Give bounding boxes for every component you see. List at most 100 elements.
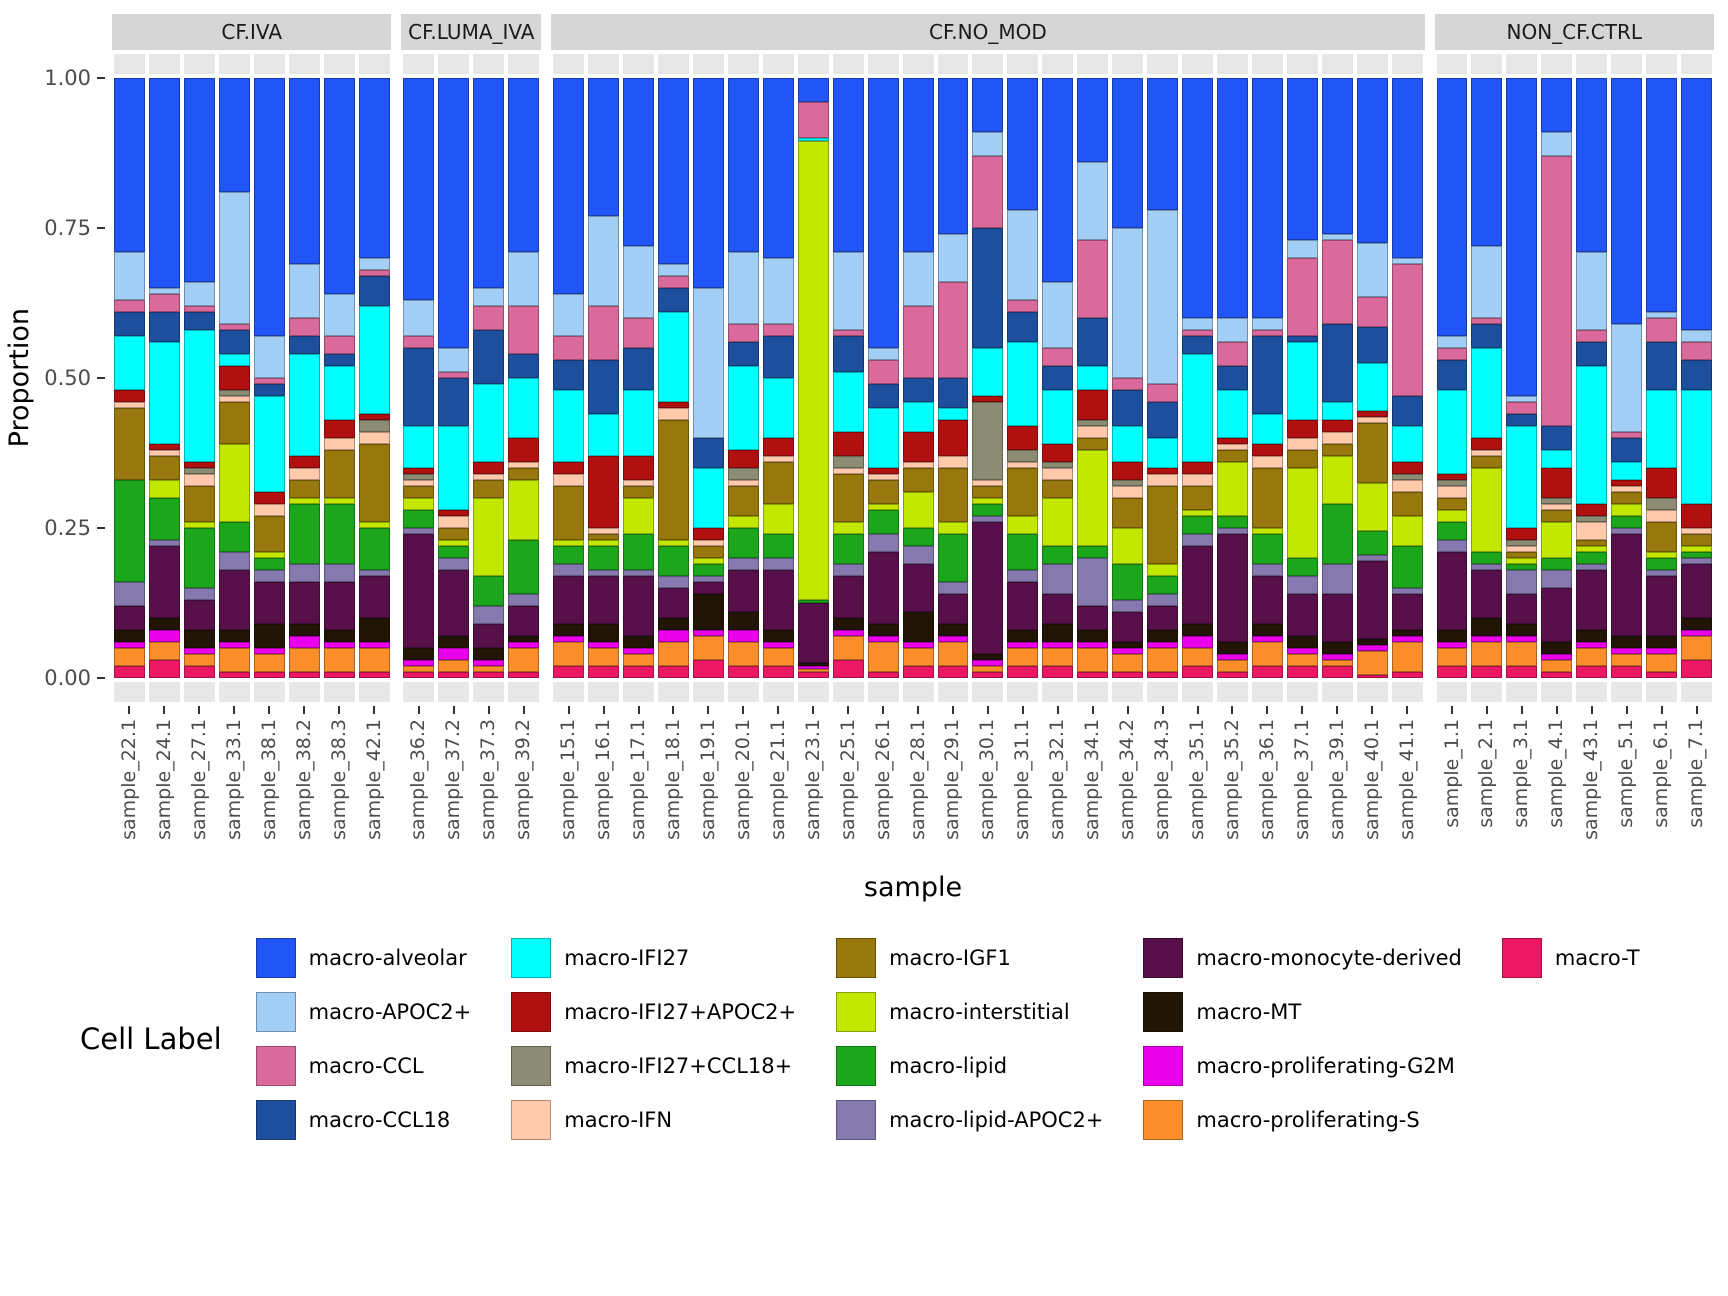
legend-item-macro-CCL18: macro-CCL18 — [255, 1100, 472, 1140]
bar-segment-macro-CCL18 — [288, 336, 320, 354]
x-tick-label: sample_34.1 — [1081, 719, 1104, 840]
bar-segment-macro-proliferating-S — [253, 654, 285, 672]
facet-strip-label: CF.LUMA_IVA — [401, 14, 542, 50]
sample-substrip — [1681, 682, 1713, 702]
bar-slot — [217, 78, 252, 678]
bar-segment-macro-interstitial — [1506, 558, 1538, 564]
sample-substrip — [473, 682, 505, 702]
bar-segment-macro-IGF1 — [972, 486, 1004, 498]
bar-segment-macro-IFI27+CCL18+ — [832, 456, 864, 468]
bar-segment-macro-IFN — [1251, 456, 1283, 468]
legend-item-macro-monocyte-derived: macro-monocyte-derived — [1143, 938, 1462, 978]
bar-segment-macro-IGF1 — [727, 486, 759, 516]
legend-label: macro-MT — [1196, 1000, 1302, 1024]
bar-segment-macro-interstitial — [1321, 456, 1353, 504]
sample-substrip — [588, 54, 620, 74]
bar-segment-macro-APOC2+ — [323, 294, 355, 336]
legend-item-macro-IFI27+CCL18+: macro-IFI27+CCL18+ — [511, 1046, 796, 1086]
bar-segment-macro-lipid-APOC2+ — [1182, 534, 1214, 546]
sample-substrip — [1321, 682, 1353, 702]
bar-segment-macro-IFN — [902, 462, 934, 468]
bar-segment-macro-IFI27+APOC2+ — [1251, 444, 1283, 456]
bar-segment-macro-CCL18 — [1541, 426, 1573, 450]
bar-segment-macro-MT — [1391, 630, 1423, 636]
bar-segment-macro-alveolar — [1471, 78, 1503, 246]
x-tick-label: sample_36.1 — [1255, 719, 1278, 840]
bar-segment-macro-IFI27+CCL18+ — [1436, 480, 1468, 486]
bar-segment-macro-IFN — [1646, 510, 1678, 522]
bar-segment-macro-alveolar — [1077, 78, 1109, 162]
bar-segment-macro-IFI27+APOC2+ — [553, 462, 585, 474]
bar-segment-macro-IGF1 — [1471, 456, 1503, 468]
bar-segment-macro-lipid — [358, 528, 390, 570]
bar-segment-macro-APOC2+ — [1506, 396, 1538, 402]
bar-segment-macro-IFI27+APOC2+ — [1147, 468, 1179, 474]
bar-segment-macro-monocyte-derived — [1112, 612, 1144, 642]
bar-segment-macro-proliferating-S — [623, 654, 655, 666]
bar-segment-macro-T — [1391, 672, 1423, 678]
x-tick-mark — [1266, 706, 1269, 714]
bar-segment-macro-APOC2+ — [1042, 282, 1074, 348]
bar-segment-macro-proliferating-G2M — [1112, 648, 1144, 654]
bar-segment-macro-T — [867, 672, 899, 678]
bar-segment-macro-monocyte-derived — [1576, 570, 1608, 630]
bar-segment-macro-lipid-APOC2+ — [937, 582, 969, 594]
bar-segment-macro-MT — [832, 618, 864, 630]
bar-segment-macro-alveolar — [1541, 78, 1573, 132]
bar-segment-macro-proliferating-S — [1646, 654, 1678, 672]
bar-segment-macro-CCL18 — [1182, 336, 1214, 354]
sample-substrip — [902, 54, 934, 74]
bar-segment-macro-CCL18 — [1506, 414, 1538, 426]
bar-segment-macro-IFN — [358, 432, 390, 444]
bar-segment-macro-IFN — [148, 450, 180, 456]
bar-slot — [1075, 78, 1110, 678]
bar-segment-macro-CCL18 — [972, 228, 1004, 348]
bar-segment-macro-lipid — [508, 540, 540, 594]
bar-segment-macro-MT — [1471, 618, 1503, 636]
bar-segment-macro-CCL18 — [218, 330, 250, 354]
x-tick-mark — [812, 706, 815, 714]
legend-label: macro-lipid-APOC2+ — [889, 1108, 1104, 1132]
bar-segment-macro-alveolar — [762, 78, 794, 258]
bar-segment-macro-alveolar — [114, 78, 145, 252]
bar-segment-macro-IFI27 — [1541, 450, 1573, 468]
bar-segment-macro-T — [1112, 672, 1144, 678]
bar-segment-macro-CCL — [797, 102, 829, 138]
bar-segment-macro-CCL — [1356, 297, 1388, 327]
bar-segment-macro-proliferating-S — [553, 642, 585, 666]
legend-column: macro-IFI27 macro-IFI27+APOC2+ macro-IFI27… — [511, 938, 796, 1140]
bar-segment-macro-APOC2+ — [1286, 240, 1318, 258]
legend-column: macro-IGF1 macro-interstitial macro-lipid m… — [836, 938, 1103, 1140]
bar-segment-macro-interstitial — [183, 522, 215, 528]
bar-segment-macro-interstitial — [438, 540, 470, 546]
bar-segment-macro-IFI27+CCL18+ — [1391, 474, 1423, 480]
bar-segment-macro-IFN — [1356, 417, 1388, 423]
bar-slot — [506, 78, 541, 678]
bar-segment-macro-APOC2+ — [1007, 210, 1039, 300]
bar-slot — [287, 78, 322, 678]
sample-substrip — [1321, 54, 1353, 74]
bar-segment-macro-proliferating-G2M — [1217, 654, 1248, 660]
bar-segment-macro-alveolar — [473, 78, 505, 288]
bar-segment-macro-CCL18 — [183, 312, 215, 330]
bar-segment-macro-IFI27+APOC2+ — [1112, 462, 1144, 480]
x-tick-label: sample_37.1 — [1290, 719, 1313, 840]
sample-substrip — [288, 54, 320, 74]
bar-segment-macro-proliferating-G2M — [867, 636, 899, 642]
x-label-cell: sample_35.2 — [1215, 706, 1250, 866]
legend-swatch — [511, 992, 552, 1032]
sample-substrip — [1541, 54, 1573, 74]
bar-segment-macro-monocyte-derived — [623, 576, 655, 636]
x-tick-mark — [1660, 706, 1663, 714]
x-label-cell: sample_39.1 — [1320, 706, 1355, 866]
bar-segment-macro-IGF1 — [1506, 552, 1538, 558]
bar-segment-macro-lipid-APOC2+ — [1077, 558, 1109, 606]
bar-segment-macro-alveolar — [253, 78, 285, 336]
y-tick: 0.25 — [44, 516, 105, 540]
bar-slot — [656, 78, 691, 678]
bar-segment-macro-interstitial — [253, 552, 285, 558]
bar-segment-macro-MT — [1251, 624, 1283, 636]
sample-substrip — [1112, 54, 1144, 74]
x-tick-mark — [1056, 706, 1059, 714]
bar-segment-macro-IGF1 — [832, 474, 864, 522]
